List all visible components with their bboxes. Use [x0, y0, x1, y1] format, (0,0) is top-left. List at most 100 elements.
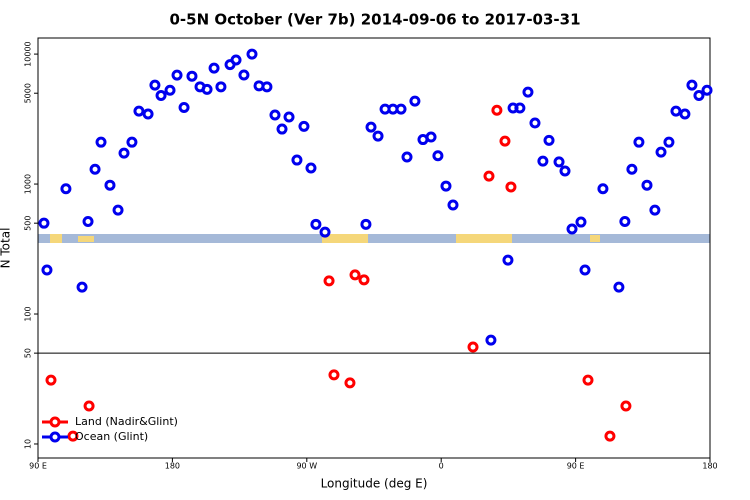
- point: [553, 156, 565, 168]
- point: [269, 109, 281, 121]
- point: [133, 105, 145, 117]
- point: [467, 341, 479, 353]
- ocean-strip: [38, 234, 710, 243]
- plot-frame: [37, 37, 711, 459]
- point: [626, 163, 638, 175]
- point: [522, 86, 534, 98]
- point: [491, 104, 503, 116]
- point: [291, 154, 303, 166]
- point: [104, 179, 116, 191]
- point: [118, 147, 130, 159]
- x-tick-label: 90 E: [567, 462, 585, 471]
- point: [543, 134, 555, 146]
- legend-marker: [49, 431, 61, 443]
- point: [186, 70, 198, 82]
- point: [447, 199, 459, 211]
- land-strip: [456, 234, 512, 243]
- point: [579, 264, 591, 276]
- point: [641, 179, 653, 191]
- point: [230, 54, 242, 66]
- point: [582, 374, 594, 386]
- x-tick-label: 180: [702, 462, 717, 471]
- point: [679, 108, 691, 120]
- point: [261, 81, 273, 93]
- land-strip: [590, 235, 600, 242]
- point: [360, 218, 372, 230]
- point: [95, 136, 107, 148]
- point: [164, 84, 176, 96]
- point: [425, 131, 437, 143]
- land-strip: [322, 234, 368, 243]
- point: [575, 216, 587, 228]
- y-tick-label: 500: [24, 216, 33, 231]
- point: [432, 150, 444, 162]
- point: [319, 226, 331, 238]
- point: [323, 275, 335, 287]
- y-tick-label: 1000: [24, 174, 33, 194]
- point: [604, 430, 616, 442]
- point: [142, 108, 154, 120]
- x-tick-label: 90 E: [29, 462, 47, 471]
- point: [283, 111, 295, 123]
- point: [670, 105, 682, 117]
- point: [649, 204, 661, 216]
- point: [502, 254, 514, 266]
- point: [349, 269, 361, 281]
- point: [663, 136, 675, 148]
- land-strip: [78, 236, 94, 242]
- point: [215, 81, 227, 93]
- point: [613, 281, 625, 293]
- point: [686, 79, 698, 91]
- legend-marker: [49, 416, 61, 428]
- point: [566, 223, 578, 235]
- point: [38, 217, 50, 229]
- point: [171, 69, 183, 81]
- point: [485, 334, 497, 346]
- point: [372, 130, 384, 142]
- point: [178, 102, 190, 114]
- point: [505, 181, 517, 193]
- point: [83, 400, 95, 412]
- legend-label: Land (Nadir&Glint): [75, 415, 178, 428]
- y-tick-label: 5000: [24, 83, 33, 103]
- point: [208, 62, 220, 74]
- legend-label: Ocean (Glint): [75, 430, 148, 443]
- point: [499, 135, 511, 147]
- point: [483, 170, 495, 182]
- point: [82, 216, 94, 228]
- point: [126, 136, 138, 148]
- point: [344, 377, 356, 389]
- point: [365, 121, 377, 133]
- point: [76, 281, 88, 293]
- point: [514, 102, 526, 114]
- point: [328, 369, 340, 381]
- point: [310, 218, 322, 230]
- point: [401, 151, 413, 163]
- point: [701, 84, 713, 96]
- point: [155, 90, 167, 102]
- point: [529, 117, 541, 129]
- point: [409, 95, 421, 107]
- x-tick-label: 180: [165, 462, 180, 471]
- y-axis-label: N Total: [0, 228, 13, 269]
- x-axis-label: Longitude (deg E): [321, 477, 428, 491]
- point: [41, 264, 53, 276]
- x-tick-label: 0: [439, 462, 444, 471]
- y-tick-label: 50: [24, 348, 33, 358]
- y-tick-label: 10000: [24, 41, 33, 66]
- chart-title: 0-5N October (Ver 7b) 2014-09-06 to 2017…: [169, 11, 580, 29]
- point: [619, 216, 631, 228]
- land-strip: [50, 234, 62, 243]
- point: [276, 123, 288, 135]
- point: [112, 204, 124, 216]
- point: [149, 79, 161, 91]
- point: [67, 430, 79, 442]
- point: [633, 136, 645, 148]
- x-tick-label: 90 W: [296, 462, 317, 471]
- point: [201, 83, 213, 95]
- point: [693, 90, 705, 102]
- point: [597, 183, 609, 195]
- point: [559, 165, 571, 177]
- point: [60, 183, 72, 195]
